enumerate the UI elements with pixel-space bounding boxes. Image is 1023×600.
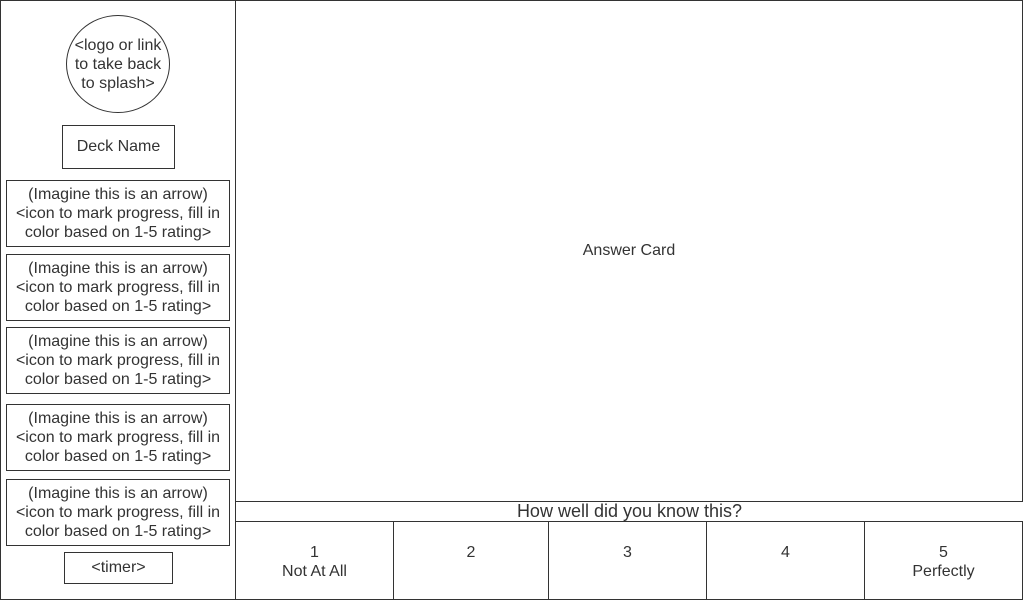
progress-arrow-icon: (Imagine this is an arrow) <icon to mark…	[6, 327, 230, 394]
timer: <timer>	[64, 552, 173, 584]
rating-button-3[interactable]: 3	[548, 521, 707, 600]
progress-arrow-icon: (Imagine this is an arrow) <icon to mark…	[6, 180, 230, 247]
progress-arrow-icon: (Imagine this is an arrow) <icon to mark…	[6, 254, 230, 321]
answer-card[interactable]: Answer Card	[235, 0, 1023, 502]
logo-link-placeholder[interactable]: <logo or link to take back to splash>	[66, 15, 170, 113]
progress-arrow-icon: (Imagine this is an arrow) <icon to mark…	[6, 404, 230, 471]
deck-name: Deck Name	[62, 125, 175, 169]
progress-arrow-icon: (Imagine this is an arrow) <icon to mark…	[6, 479, 230, 546]
rating-button-4[interactable]: 4	[706, 521, 865, 600]
rating-button-1[interactable]: 1 Not At All	[235, 521, 394, 600]
rating-button-5[interactable]: 5 Perfectly	[864, 521, 1023, 600]
rating-button-2[interactable]: 2	[393, 521, 549, 600]
rating-question: How well did you know this?	[516, 501, 743, 521]
